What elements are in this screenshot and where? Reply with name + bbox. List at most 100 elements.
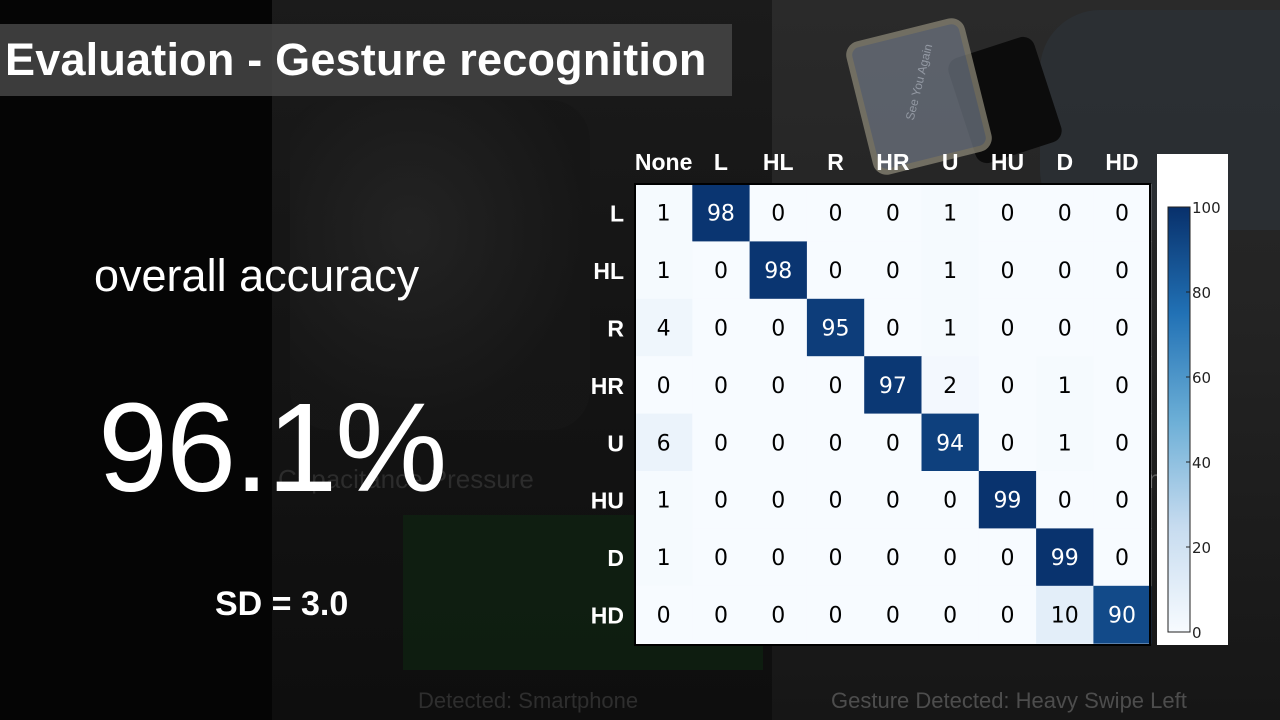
cell-value-label: 1 — [657, 546, 671, 571]
cell-value-label: 0 — [829, 604, 843, 629]
column-label: U — [942, 149, 959, 175]
matrix-cell — [749, 184, 808, 242]
matrix-cell — [749, 413, 808, 472]
slide-title: Evaluation - Gesture recognition — [5, 34, 707, 85]
matrix-cell — [1036, 184, 1094, 242]
cell-value-label: 1 — [657, 489, 671, 514]
matrix-cell — [921, 471, 980, 529]
matrix-cell — [864, 471, 922, 529]
matrix-cell — [692, 471, 751, 529]
matrix-cell — [1093, 241, 1152, 300]
colorbar-tick-label: 80 — [1192, 284, 1211, 302]
cell-value-label: 0 — [714, 317, 728, 342]
cell-value-label: 0 — [886, 604, 900, 629]
cell-value-label: 0 — [771, 431, 785, 456]
matrix-cell — [978, 241, 1037, 300]
matrix-cell — [692, 413, 751, 472]
cell-value-label: 0 — [886, 317, 900, 342]
matrix-cell — [864, 528, 922, 587]
cell-value-label: 0 — [1000, 604, 1014, 629]
matrix-cell — [635, 585, 693, 644]
cell-value-label: 0 — [1115, 259, 1129, 284]
row-label: R — [607, 316, 624, 342]
matrix-cell — [921, 413, 980, 472]
cell-value-label: 0 — [714, 489, 728, 514]
matrix-cell — [635, 471, 693, 529]
matrix-cell — [1036, 528, 1094, 587]
cell-value-label: 0 — [771, 374, 785, 399]
background-left-region — [0, 0, 272, 720]
colorbar-gradient — [1167, 206, 1191, 633]
matrix-cell — [978, 413, 1037, 472]
matrix-cell — [806, 585, 865, 644]
matrix-cell — [864, 298, 922, 357]
standard-deviation: SD = 3.0 — [215, 585, 349, 623]
row-label: U — [607, 430, 624, 456]
matrix-cells: 1 98 0 0 0 1 0 0 01 0 98 0 0 1 0 0 04 0 0 95 0 1 0 0 00 0 0 0 97 2 0 1 0… — [635, 184, 1152, 644]
cell-value-label: 0 — [1058, 489, 1072, 514]
cell-value-label: 99 — [993, 489, 1021, 514]
cell-value-label: 0 — [771, 546, 785, 571]
cell-value-label: 0 — [943, 546, 957, 571]
column-label: HL — [763, 149, 794, 175]
matrix-cell — [978, 184, 1037, 242]
matrix-cell — [864, 413, 922, 472]
matrix-cell — [978, 471, 1037, 529]
matrix-cell — [635, 298, 693, 357]
matrix-cell — [1036, 241, 1094, 300]
matrix-cell — [864, 184, 922, 242]
cell-value-label: 0 — [771, 317, 785, 342]
title-bar — [0, 24, 732, 96]
matrix-cell — [806, 356, 865, 415]
cell-value-label: 0 — [886, 431, 900, 456]
background-hand-shape — [290, 100, 590, 430]
matrix-cell — [1093, 585, 1152, 644]
cell-value-label: 0 — [1058, 202, 1072, 227]
column-label: HD — [1105, 149, 1138, 175]
matrix-cell — [635, 528, 693, 587]
matrix-cell — [921, 356, 980, 415]
matrix-frame — [634, 183, 1151, 646]
background-detected-text: Detected: Smartphone — [418, 688, 639, 713]
cell-value-label: 4 — [657, 317, 671, 342]
matrix-cell — [749, 356, 808, 415]
matrix-cell — [635, 184, 693, 242]
matrix-cell — [1093, 471, 1152, 529]
colorbar-tick-label: 20 — [1192, 539, 1211, 557]
colorbar-tick-label: 100 — [1192, 199, 1221, 217]
matrix-cell — [921, 528, 980, 587]
cell-value-label: 0 — [714, 374, 728, 399]
matrix-cell — [635, 241, 693, 300]
row-label: L — [610, 201, 624, 227]
cell-value-label: 6 — [657, 431, 671, 456]
matrix-cell — [1036, 471, 1094, 529]
cell-value-label: 97 — [879, 374, 907, 399]
cell-value-label: 0 — [1058, 259, 1072, 284]
colorbar-ticks: 0 20 40 60 80 100 — [1186, 199, 1221, 642]
cell-value-label: 0 — [1115, 489, 1129, 514]
cell-value-label: 1 — [1058, 431, 1072, 456]
matrix-cell — [635, 356, 693, 415]
cell-value-label: 98 — [764, 259, 792, 284]
matrix-cell — [921, 585, 980, 644]
matrix-cell — [978, 356, 1037, 415]
matrix-cell — [1036, 356, 1094, 415]
cell-value-label: 0 — [886, 489, 900, 514]
cell-value-label: 0 — [771, 604, 785, 629]
matrix-cell — [921, 298, 980, 357]
cell-value-label: 0 — [886, 202, 900, 227]
cell-value-label: 0 — [1115, 317, 1129, 342]
cell-value-label: 0 — [714, 259, 728, 284]
matrix-cell — [692, 528, 751, 587]
matrix-cell — [1036, 585, 1094, 644]
column-label: D — [1056, 149, 1073, 175]
cell-value-label: 0 — [886, 259, 900, 284]
cell-value-label: 0 — [1058, 317, 1072, 342]
cell-value-label: 0 — [714, 604, 728, 629]
row-label: HL — [593, 258, 624, 284]
cell-value-label: 95 — [822, 317, 850, 342]
matrix-cell — [1093, 298, 1152, 357]
matrix-cell — [864, 241, 922, 300]
matrix-cell — [749, 528, 808, 587]
matrix-cell — [978, 585, 1037, 644]
